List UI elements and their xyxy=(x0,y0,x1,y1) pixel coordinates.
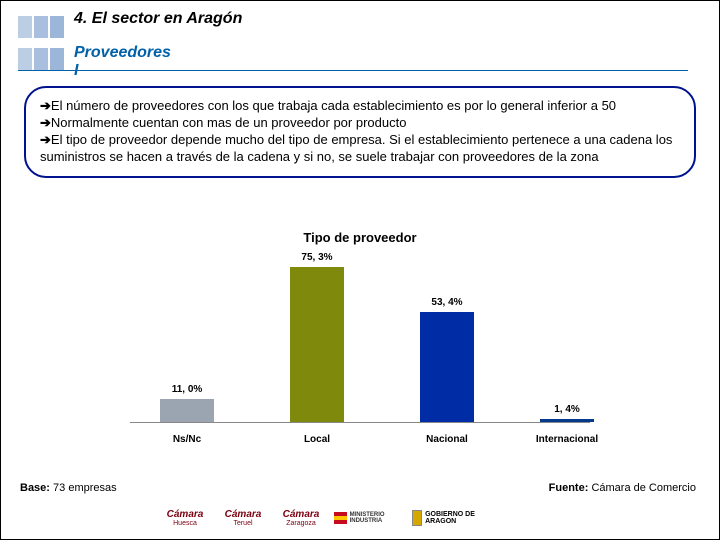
arrow-icon: ➔ xyxy=(40,115,51,130)
chart-bar-value-label: 1, 4% xyxy=(527,404,607,415)
title-decor-stripes xyxy=(18,16,64,38)
subtitle-decor-stripes xyxy=(18,48,64,70)
chart-category-label: Ns/Nc xyxy=(137,434,237,445)
chart-bar xyxy=(290,257,344,422)
bullet-2: ➔Normalmente cuentan con mas de un prove… xyxy=(40,115,680,132)
chart-title: Tipo de proveedor xyxy=(100,230,620,245)
chart-bar-value-label: 11, 0% xyxy=(147,384,227,395)
chart-category-label: Internacional xyxy=(517,434,617,445)
gobierno-aragon-logo: GOBIERNO DE ARAGON xyxy=(412,505,492,531)
camara-teruel-logo: Cámara Teruel xyxy=(218,505,268,531)
chart-bar xyxy=(540,257,594,422)
gobierno-espana-logo: MINISTERIO INDUSTRIA xyxy=(334,505,404,531)
bullet-3: ➔El tipo de proveedor depende mucho del … xyxy=(40,132,680,166)
spain-flag-icon xyxy=(334,512,347,524)
base-note: Base: 73 empresas xyxy=(20,482,117,494)
camara-huesca-logo: Cámara Huesca xyxy=(160,505,210,531)
arrow-icon: ➔ xyxy=(40,98,51,113)
chart-bar xyxy=(420,257,474,422)
subtitle-underline xyxy=(18,70,688,71)
aragon-shield-icon xyxy=(412,510,422,526)
bullet-1: ➔El número de proveedores con los que tr… xyxy=(40,98,680,115)
callout-box: ➔El número de proveedores con los que tr… xyxy=(24,86,696,178)
logo-row: Cámara Huesca Cámara Teruel Cámara Zarag… xyxy=(160,502,580,534)
chart-category-label: Local xyxy=(267,434,367,445)
chart-bar xyxy=(160,257,214,422)
chart-category-label: Nacional xyxy=(397,434,497,445)
chart-bar-value-label: 75, 3% xyxy=(277,252,357,263)
chart-tipo-proveedor: Tipo de proveedor 11, 0%75, 3%53, 4%1, 4… xyxy=(100,230,620,465)
page-title: 4. El sector en Aragón xyxy=(74,10,242,28)
chart-plot: 11, 0%75, 3%53, 4%1, 4% xyxy=(130,258,590,423)
camara-zaragoza-logo: Cámara Zaragoza xyxy=(276,505,326,531)
chart-bar-value-label: 53, 4% xyxy=(407,297,487,308)
page-subtitle: Proveedores I xyxy=(74,44,171,80)
arrow-icon: ➔ xyxy=(40,132,51,147)
fuente-note: Fuente: Cámara de Comercio xyxy=(549,482,696,494)
